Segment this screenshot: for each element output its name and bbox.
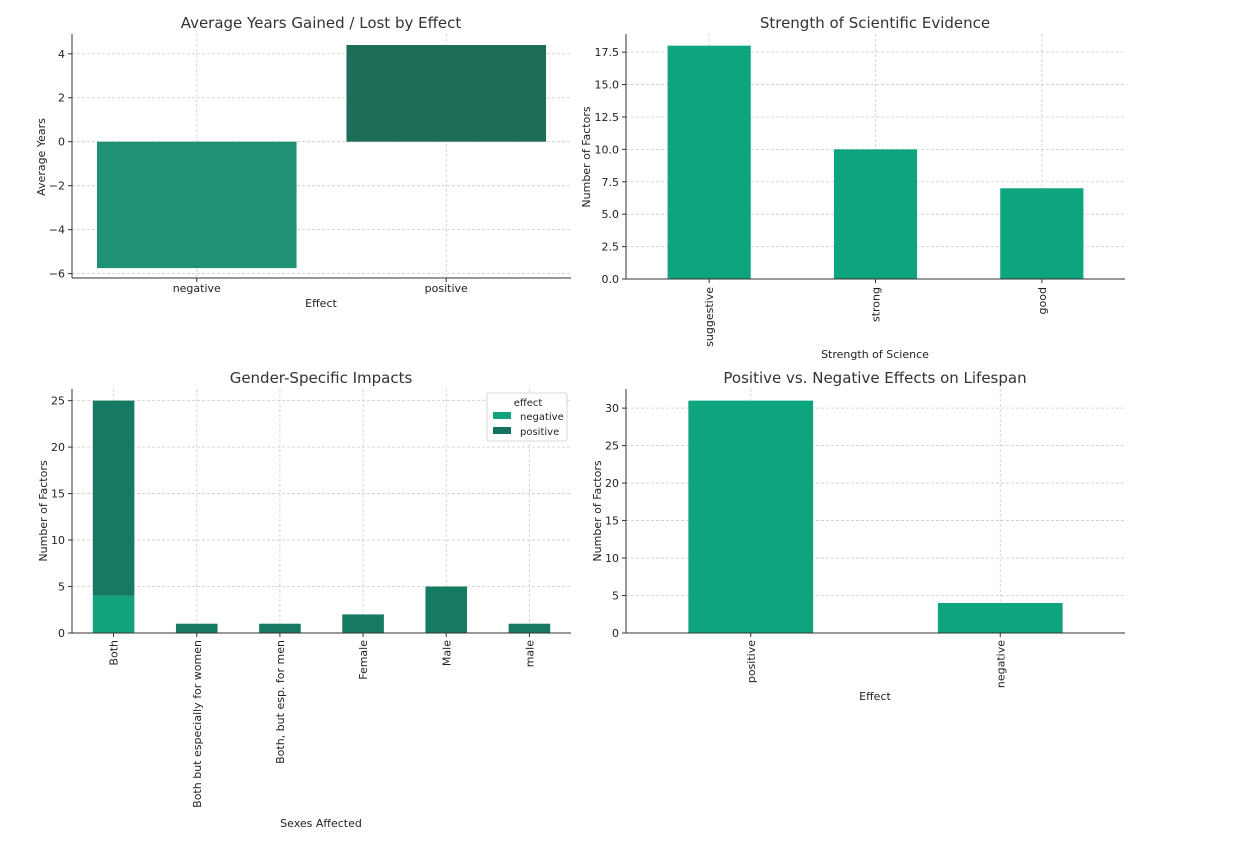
x-tick-label: Both [108,640,121,666]
y-tick-label: 5 [58,581,65,594]
y-tick-label: −6 [49,268,65,281]
bar [833,149,918,279]
y-tick-label: 17.5 [595,46,620,59]
x-axis-label: Effect [859,690,891,703]
y-axis-label: Number of Factors [580,106,593,207]
bar-negative [92,595,135,633]
y-tick-label: 0 [612,627,619,640]
y-tick-label: 10 [605,552,619,565]
y-tick-label: 4 [58,48,65,61]
y-tick-label: 15 [51,488,65,501]
legend-label-positive: positive [520,427,559,438]
x-tick-label: negative [994,640,1007,688]
x-axis-label: Strength of Science [821,348,929,361]
x-tick-label: Both but especially for women [191,640,204,808]
y-tick-label: 2.5 [602,241,620,254]
legend-swatch-negative [493,412,511,419]
legend-label-negative: negative [520,412,564,423]
chart-title: Positive vs. Negative Effects on Lifespa… [723,369,1026,387]
y-tick-label: 5 [612,590,619,603]
chart-pos-neg: Positive vs. Negative Effects on Lifespa… [591,369,1125,703]
y-tick-label: 15 [605,515,619,528]
y-tick-label: 10.0 [595,143,620,156]
x-axis-label: Sexes Affected [280,817,362,830]
y-tick-label: 20 [605,477,619,490]
y-tick-label: 10 [51,534,65,547]
y-axis-label: Number of Factors [591,460,604,561]
bar [688,400,814,633]
bar-positive [259,623,301,633]
bar-positive [175,623,218,633]
bar [937,603,1063,633]
y-tick-label: 0 [58,136,65,149]
x-tick-label: good [1036,287,1049,314]
y-tick-label: 2 [58,92,65,105]
y-tick-label: 7.5 [602,176,620,189]
x-axis-label: Effect [305,297,337,310]
chart-strength: Strength of Scientific Evidence 0.0 2.5 5.… [580,14,1125,361]
bar [96,141,297,269]
x-tick-label: strong [870,287,883,322]
chart-title: Strength of Scientific Evidence [760,14,990,32]
y-tick-label: 15.0 [595,79,620,92]
y-tick-label: 20 [51,441,65,454]
x-tick-label: positive [425,282,468,295]
chart-title: Average Years Gained / Lost by Effect [181,14,462,32]
bar-positive [342,614,384,633]
x-tick-label: Male [440,640,453,666]
y-tick-label: −4 [49,224,65,237]
legend: effect negative positive [486,392,568,442]
bar [1000,188,1084,279]
y-tick-label: 30 [605,402,619,415]
y-tick-label: −2 [49,180,65,193]
x-tick-label: suggestive [703,287,716,347]
bar-positive [508,623,551,633]
legend-title: effect [514,398,543,409]
y-tick-label: 5.0 [602,208,620,221]
y-tick-label: 12.5 [595,111,620,124]
x-tick-label: negative [173,282,221,295]
legend-swatch-positive [493,427,511,434]
bar-positive [92,400,135,596]
x-tick-label: Female [357,640,370,680]
y-axis-label: Number of Factors [37,460,50,561]
x-tick-label: positive [745,640,758,683]
x-tick-label: male [523,640,536,668]
chart-gender: Gender-Specific Impacts 0 5 10 15 20 25 Both B… [37,369,571,830]
y-tick-label: 25 [605,440,619,453]
x-tick-label: Both, but esp. for men [274,640,287,764]
bar [667,45,751,279]
chart-avg-years: Average Years Gained / Lost by Effect −6… [35,14,571,310]
bar-positive [425,586,468,633]
bar [346,44,547,142]
chart-title: Gender-Specific Impacts [230,369,413,387]
y-tick-label: 25 [51,395,65,408]
y-tick-label: 0 [58,627,65,640]
y-axis-label: Average Years [35,118,48,196]
y-tick-label: 0.0 [602,273,620,286]
